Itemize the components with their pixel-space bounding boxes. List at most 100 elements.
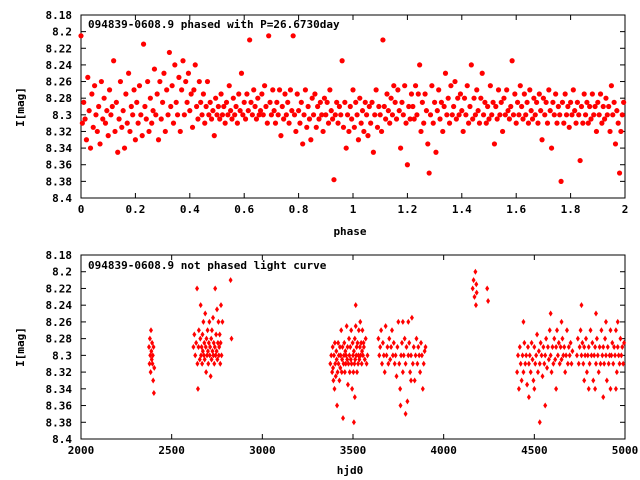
data-point	[593, 310, 598, 317]
data-point	[169, 83, 175, 89]
data-point	[441, 103, 447, 110]
data-point	[550, 99, 556, 105]
data-point	[399, 352, 404, 359]
data-point	[212, 360, 217, 367]
chart-title: 094839-0608.9 not phased light curve	[88, 259, 327, 272]
data-point	[414, 112, 420, 118]
data-point	[444, 112, 450, 118]
data-point	[342, 99, 348, 105]
data-point	[402, 335, 407, 342]
data-point	[564, 327, 569, 334]
data-point	[616, 170, 623, 176]
data-point	[151, 377, 156, 384]
data-point	[418, 128, 424, 135]
data-point	[417, 62, 423, 68]
data-point	[143, 116, 149, 122]
data-point	[349, 116, 355, 122]
data-point	[211, 352, 216, 359]
data-point	[195, 385, 200, 392]
data-point	[384, 91, 390, 97]
data-point	[361, 128, 367, 135]
data-point	[109, 103, 115, 110]
data-point	[226, 83, 232, 89]
data-point	[145, 78, 151, 85]
data-point	[359, 339, 364, 346]
data-point	[120, 108, 126, 114]
data-point	[525, 344, 530, 350]
data-point	[351, 369, 356, 376]
data-point	[218, 302, 223, 309]
data-point	[78, 33, 84, 39]
data-point	[392, 360, 397, 367]
data-point	[321, 95, 328, 101]
x-tick-label: 2000	[68, 444, 95, 457]
data-point	[213, 95, 219, 101]
data-point	[332, 339, 337, 346]
data-point	[617, 360, 622, 367]
data-point	[223, 99, 230, 105]
data-point	[521, 91, 527, 97]
data-point	[124, 120, 130, 126]
data-point	[313, 124, 319, 130]
data-point	[199, 112, 205, 118]
data-point	[342, 339, 347, 346]
data-point	[419, 352, 424, 359]
data-point	[575, 335, 580, 342]
data-point	[211, 133, 217, 139]
data-point	[608, 327, 613, 334]
data-point	[189, 124, 196, 130]
data-point	[347, 103, 353, 110]
data-point	[493, 103, 499, 110]
data-point	[150, 108, 156, 114]
data-point	[244, 91, 250, 97]
data-point	[522, 339, 527, 346]
data-point	[615, 344, 620, 350]
data-point	[134, 99, 140, 105]
data-point	[607, 128, 613, 135]
data-point	[606, 103, 612, 110]
data-point	[399, 339, 404, 346]
data-point	[538, 108, 544, 114]
data-point	[363, 335, 368, 342]
data-point	[90, 124, 96, 130]
data-point	[364, 112, 370, 118]
data-point	[300, 141, 306, 147]
data-point	[349, 360, 354, 367]
data-point	[479, 70, 485, 76]
data-point	[613, 327, 618, 334]
data-point	[548, 352, 553, 359]
data-point	[566, 344, 571, 350]
data-point	[497, 112, 503, 118]
x-tick-label: 3000	[249, 444, 276, 457]
data-point	[582, 112, 589, 118]
data-point	[545, 364, 550, 371]
data-point	[475, 108, 481, 114]
data-point	[616, 352, 621, 359]
data-point	[217, 331, 222, 338]
data-point	[208, 373, 213, 380]
data-point	[603, 95, 609, 101]
data-point	[211, 314, 216, 321]
data-point	[446, 120, 453, 126]
data-point	[161, 70, 167, 76]
data-point	[199, 352, 204, 359]
data-point	[510, 112, 517, 118]
x-axis-label: phase	[333, 225, 366, 238]
data-point	[194, 339, 199, 346]
data-point	[388, 356, 393, 363]
data-point	[176, 74, 182, 80]
data-point	[576, 360, 581, 367]
data-point	[150, 339, 155, 346]
data-point	[595, 99, 601, 105]
data-point	[201, 352, 206, 359]
data-point	[207, 318, 212, 325]
data-point	[330, 116, 336, 122]
data-point	[536, 348, 541, 355]
data-point	[210, 108, 216, 114]
data-point	[353, 302, 358, 309]
data-point	[338, 364, 343, 371]
data-point	[524, 352, 529, 359]
data-point	[354, 112, 360, 118]
data-point	[119, 124, 125, 130]
data-point	[344, 112, 351, 118]
